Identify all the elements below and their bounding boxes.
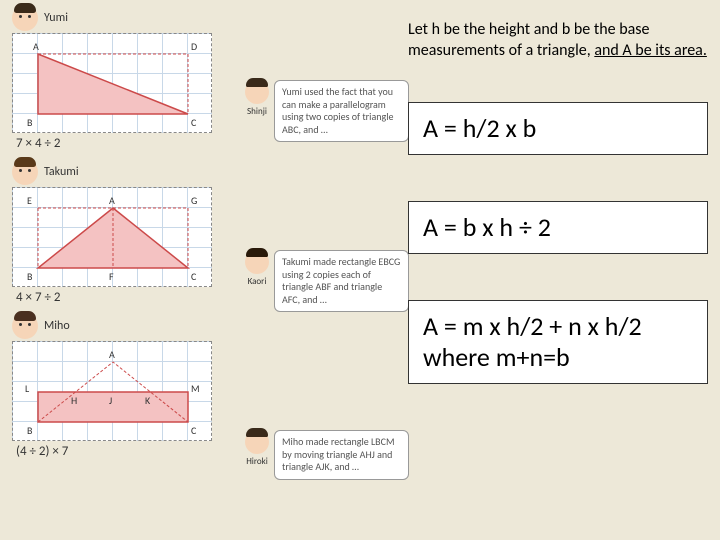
speech-bubble: Miho made rectangle LBCM by moving trian… <box>274 430 409 480</box>
speech-kaori: Kaori Takumi made rectangle EBCG using 2… <box>245 250 409 312</box>
vertex-label: C <box>191 424 196 437</box>
vertex-label: F <box>109 270 114 283</box>
grid-diagram-2: E A G B F C <box>12 187 212 287</box>
vertex-label: C <box>191 270 196 283</box>
expression: 7 × 4 ÷ 2 <box>16 136 232 151</box>
speech-hiroki: Hiroki Miho made rectangle LBCM by movin… <box>245 430 409 480</box>
vertex-label: D <box>191 40 197 53</box>
student-name: Yumi <box>44 11 68 25</box>
grid-diagram-3: A L M H J K B C <box>12 341 212 441</box>
vertex-label: C <box>191 116 196 129</box>
speech-bubble: Takumi made rectangle EBCG using 2 copie… <box>274 250 409 312</box>
vertex-label: L <box>25 382 29 395</box>
vertex-label: A <box>109 194 115 207</box>
diagram-takumi: Takumi E A G B F C 4 × 7 ÷ 2 <box>12 159 232 305</box>
intro-paragraph: Let h be the height and b be the base me… <box>408 20 708 62</box>
speech-bubble: Yumi used the fact that you can make a p… <box>274 80 409 142</box>
vertex-label: A <box>109 348 115 361</box>
vertex-label: B <box>27 116 32 129</box>
expression: (4 ÷ 2) × 7 <box>16 444 232 459</box>
vertex-label: J <box>109 394 112 407</box>
intro-line-underlined: and A be its area. <box>594 41 707 60</box>
diagrams-column: Yumi A D B C 7 × 4 ÷ 2 Takumi <box>12 5 232 467</box>
formula-line: where m+n=b <box>423 342 693 373</box>
vertex-label: K <box>145 394 150 407</box>
speaker-name: Kaori <box>245 276 269 287</box>
formula-box-2: A = b x h ÷ 2 <box>408 201 708 254</box>
vertex-label: M <box>191 382 200 395</box>
avatar-takumi <box>12 159 38 185</box>
formula-box-3: A = m x h/2 + n x h/2 where m+n=b <box>408 300 708 384</box>
vertex-label: B <box>27 270 32 283</box>
speaker-name: Hiroki <box>245 456 269 467</box>
student-name: Miho <box>44 319 70 333</box>
formulas-column: Let h be the height and b be the base me… <box>408 20 708 384</box>
speech-shinji: Shinji Yumi used the fact that you can m… <box>245 80 409 142</box>
student-name: Takumi <box>44 165 79 179</box>
grid-diagram-1: A D B C <box>12 33 212 133</box>
diagram-yumi: Yumi A D B C 7 × 4 ÷ 2 <box>12 5 232 151</box>
avatar-kaori <box>245 250 269 274</box>
diagram-miho: Miho A L M H J K B C (4 ÷ 2) × 7 <box>12 313 232 459</box>
formula-line: A = m x h/2 + n x h/2 <box>423 311 693 342</box>
vertex-label: E <box>27 194 32 207</box>
vertex-label: G <box>191 194 197 207</box>
vertex-label: B <box>27 424 32 437</box>
speaker-name: Shinji <box>245 106 269 117</box>
avatar-yumi <box>12 5 38 31</box>
formula-box-1: A = h/2 x b <box>408 102 708 155</box>
intro-line: Let h be the height and b be the <box>408 20 616 39</box>
avatar-hiroki <box>245 430 269 454</box>
vertex-label: H <box>71 394 77 407</box>
avatar-miho <box>12 313 38 339</box>
avatar-shinji <box>245 80 269 104</box>
vertex-label: A <box>33 40 39 53</box>
expression: 4 × 7 ÷ 2 <box>16 290 232 305</box>
